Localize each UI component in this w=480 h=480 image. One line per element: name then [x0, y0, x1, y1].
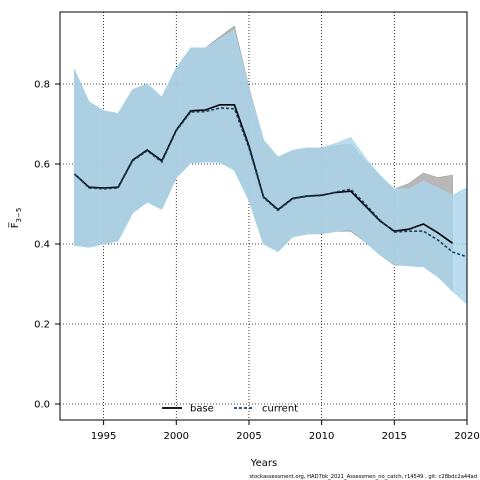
x-tick-label: 2015: [382, 431, 407, 442]
y-axis: 0.0 0.2 0.4 0.6 0.8: [34, 80, 60, 411]
y-tick-label: 0.6: [34, 160, 50, 171]
y-tick-label: 0.8: [34, 80, 50, 91]
legend: base current: [162, 404, 298, 415]
legend-label-current: current: [262, 404, 298, 415]
legend-label-base: base: [190, 404, 214, 415]
x-tick-label: 2020: [454, 431, 479, 442]
x-tick-label: 1995: [91, 431, 116, 442]
y-axis-title: F̅3−5: [8, 208, 23, 229]
y-axis-title-main: F̅: [8, 222, 21, 229]
plot-frame: [59, 11, 468, 421]
confidence-bands: [74, 25, 468, 305]
footer-note: stockassessment.org, HAD7bk_2021_Assessm…: [249, 474, 477, 480]
x-tick-label: 2010: [309, 431, 334, 442]
y-tick-label: 0.2: [34, 320, 50, 331]
x-tick-label: 2000: [164, 431, 189, 442]
x-axis-title: Years: [250, 458, 277, 469]
band-current: [74, 29, 468, 305]
x-axis: 1995 2000 2005 2010 2015 2020: [91, 420, 480, 442]
y-axis-title-subscript: 3−5: [15, 208, 23, 223]
y-tick-label: 0.0: [34, 400, 50, 411]
series-lines: [73, 104, 468, 258]
line-current: [73, 107, 468, 258]
y-tick-label: 0.4: [34, 240, 50, 251]
x-tick-label: 2005: [236, 431, 261, 442]
